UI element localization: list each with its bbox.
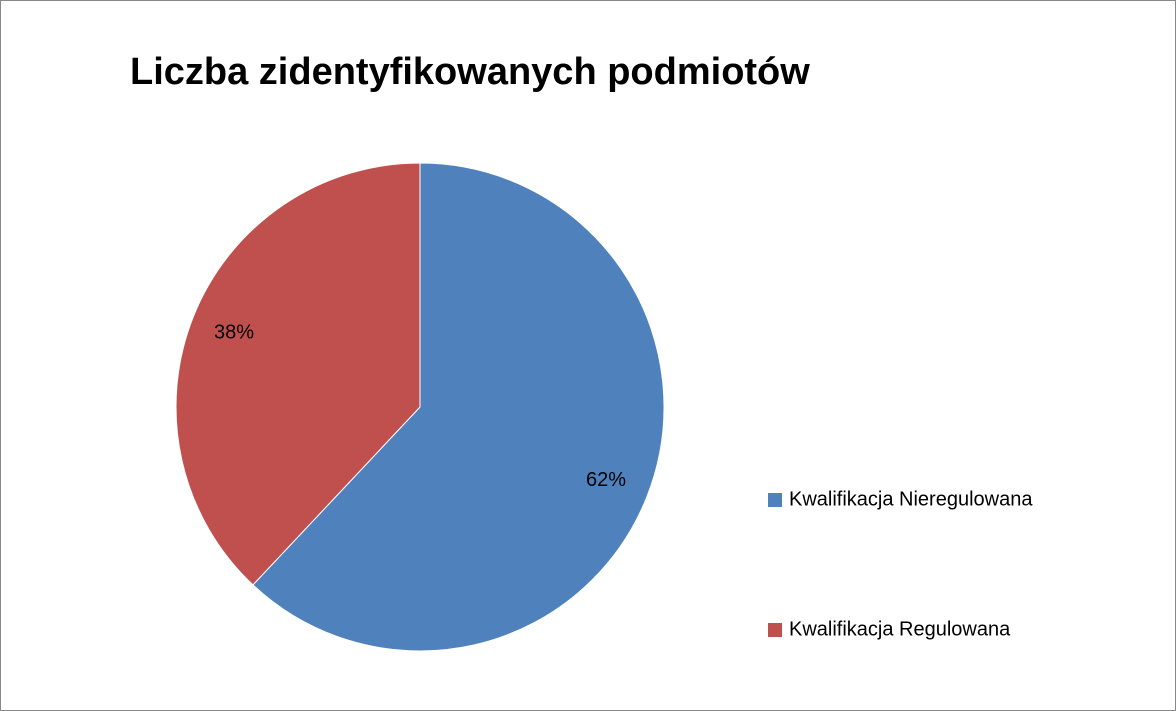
- legend-swatch: [768, 493, 782, 507]
- chart-title: Liczba zidentyfikowanych podmiotów: [130, 51, 810, 93]
- pie-slice: [252, 162, 665, 652]
- data-label: 62%: [586, 469, 626, 491]
- legend-label: Kwalifikacja Regulowana: [789, 618, 1011, 640]
- data-label: 38%: [214, 322, 254, 344]
- legend-swatch: [768, 623, 782, 637]
- legend-label: Kwalifikacja Nieregulowana: [789, 488, 1033, 510]
- pie-slice: [175, 162, 421, 586]
